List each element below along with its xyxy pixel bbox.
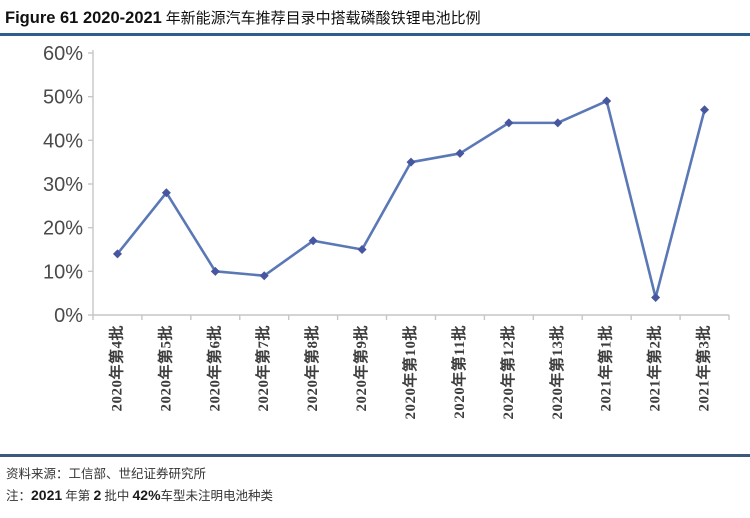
note-segment: 批中 xyxy=(101,489,133,503)
note-segment: 年第 xyxy=(62,489,94,503)
data-point xyxy=(553,118,563,128)
data-point xyxy=(259,271,269,281)
y-axis-label: 0% xyxy=(54,305,83,327)
y-axis-label: 30% xyxy=(43,174,83,196)
figure-title-number: Figure 61 2020-2021 xyxy=(5,9,162,27)
y-axis-label: 50% xyxy=(43,87,83,109)
x-axis-label: 2021年第3批 xyxy=(695,325,713,412)
note-segment: 2021 xyxy=(31,487,63,503)
data-point xyxy=(112,249,122,259)
x-axis-label: 2020年第11批 xyxy=(450,325,468,419)
y-axis-label: 10% xyxy=(43,261,83,283)
x-axis-label: 2020年第10批 xyxy=(401,325,419,420)
y-axis-label: 60% xyxy=(43,43,83,65)
line-chart: 0% 10% 20% 30% 40% 50% 60% 2020年第4批 2020年第5批 2020… xyxy=(0,36,750,454)
chart-svg: 0% 10% 20% 30% 40% 50% 60% 2020年第4批 2020年第5批 2020… xyxy=(43,43,730,420)
data-point xyxy=(651,293,661,303)
y-axis-label: 20% xyxy=(43,218,83,240)
x-axis-label: 2020年第8批 xyxy=(303,325,321,412)
x-axis-label: 2020年第7批 xyxy=(254,325,272,412)
x-axis-label: 2020年第5批 xyxy=(156,325,174,412)
note-text: 注：2021 年第 2 批中 42%车型未注明电池种类 xyxy=(0,482,750,504)
note-segment: 42% xyxy=(132,487,161,503)
x-axis-label: 2020年第13批 xyxy=(548,325,566,420)
footer-rule xyxy=(0,454,750,457)
data-point xyxy=(161,188,171,198)
data-point xyxy=(357,245,367,254)
data-point xyxy=(602,96,612,106)
source-text: 资料来源：工信部、世纪证券研究所 xyxy=(6,467,207,481)
data-point xyxy=(308,236,318,246)
title-rule xyxy=(0,33,750,36)
data-point xyxy=(455,148,465,158)
x-axis-label: 2021年第1批 xyxy=(597,325,615,412)
figure-title: Figure 61 2020-2021 年新能源汽车推荐目录中搭载磷酸铁锂电池比… xyxy=(0,0,750,28)
x-axis-label: 2020年第4批 xyxy=(107,325,125,412)
x-axis-label: 2020年第12批 xyxy=(499,325,517,420)
note-segment: 2 xyxy=(93,487,102,503)
x-axis-label: 2020年第9批 xyxy=(352,325,370,412)
x-axis-label: 2020年第6批 xyxy=(205,325,223,412)
data-point xyxy=(700,105,710,115)
note-segment: 车型未注明电池种类 xyxy=(160,489,274,503)
note-segment: 注： xyxy=(6,489,32,503)
x-axis-label: 2021年第2批 xyxy=(646,325,664,412)
data-point xyxy=(504,118,514,128)
data-point xyxy=(406,157,416,167)
data-point xyxy=(210,266,220,276)
figure-title-text: 年新能源汽车推荐目录中搭载磷酸铁锂电池比例 xyxy=(161,11,481,27)
y-axis-label: 40% xyxy=(43,130,83,152)
lfp-share-line xyxy=(116,99,706,299)
